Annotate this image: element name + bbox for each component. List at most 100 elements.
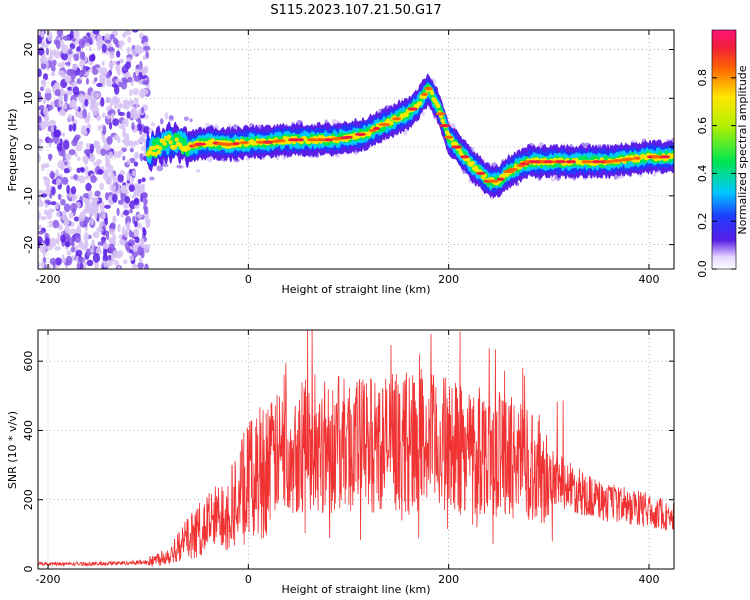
spectrogram-noise-cell <box>100 148 107 156</box>
spectrogram-noise-cell <box>55 211 61 217</box>
spectrogram-noise-cell <box>119 170 126 176</box>
spectrogram-noise-cell <box>126 172 131 181</box>
spectrogram-noise-cell <box>38 106 42 111</box>
spectrogram-noise-cell <box>91 208 99 213</box>
spectrogram-noise-cell <box>78 71 84 78</box>
spectrogram-peak-cell <box>624 157 634 161</box>
spectrogram-noise-cell <box>96 44 101 51</box>
spectrogram-noise-cell <box>142 132 148 138</box>
spectrogram-noise-cell <box>63 93 68 103</box>
spectrogram-noise-cell <box>71 196 76 202</box>
spectrogram-noise-cell <box>104 39 111 44</box>
spectrogram-noise-cell <box>92 30 100 35</box>
spectrogram-noise-cell <box>55 178 61 186</box>
spectrogram-noise-cell <box>52 84 56 94</box>
spectrogram-noise-cell <box>78 241 84 250</box>
spectrogram-noise-cell <box>93 161 101 167</box>
spectrogram-noise-cell <box>82 108 87 119</box>
spectrogram-noise-cell <box>109 33 115 40</box>
spectrogram-noise-cell <box>57 62 62 68</box>
spectrogram-peak-cell <box>372 126 381 131</box>
spectrogram-noise-cell <box>84 98 89 107</box>
spectrogram-peak-cell <box>378 123 391 127</box>
spectrogram-halo-cell <box>160 117 164 125</box>
spectrogram-noise-cell <box>44 177 51 187</box>
spectrogram-noise-cell <box>105 177 113 185</box>
colorbar-tick-label: 0.6 <box>696 117 709 135</box>
spectrogram-noise-cell <box>140 239 145 248</box>
spectrogram-noise-cell <box>132 244 137 253</box>
spectrogram-peak-cell <box>507 167 518 172</box>
spectrogram-y-tick-label: -20 <box>22 236 35 254</box>
spectrogram-noise-cell <box>61 176 69 185</box>
spectrogram-noise-cell <box>105 157 111 167</box>
spectrogram-noise-cell <box>83 239 89 250</box>
spectrogram-noise-cell <box>109 222 116 230</box>
spectrogram-ridge-cell <box>173 144 178 150</box>
colorbar: 0.0 0.2 0.4 0.6 0.8 Normalized spectral ampl… <box>696 29 749 278</box>
spectrogram-noise-cell <box>129 89 133 97</box>
spectrogram-noise-cell <box>112 250 120 257</box>
spectrogram-peak-cell <box>407 107 418 111</box>
spectrogram-noise-cell <box>129 147 134 153</box>
spectrogram-noise-cell <box>97 125 102 131</box>
spectrogram-noise-cell <box>57 70 66 77</box>
spectrogram-noise-cell <box>81 129 88 136</box>
spectrogram-noise-cell <box>131 263 138 269</box>
spectrogram-noise-cell <box>82 197 90 203</box>
spectrogram-noise-cell <box>143 244 149 253</box>
spectrogram-noise-cell <box>124 229 129 238</box>
spectrogram-noise-cell <box>129 208 133 214</box>
spectrogram-noise-cell <box>50 124 55 133</box>
spectrogram-noise-cell <box>60 198 66 206</box>
spectrogram-noise-cell <box>117 249 124 258</box>
spectrogram-noise-cell <box>73 216 80 222</box>
spectrogram-peak-cell <box>591 160 603 164</box>
spectrogram-noise-cell <box>101 43 107 53</box>
spectrogram-noise-cell <box>76 167 81 174</box>
spectrogram-noise-cell <box>54 246 61 251</box>
spectrogram-noise-cell <box>100 97 105 107</box>
spectrogram-noise-cell <box>73 30 80 39</box>
spectrogram-noise-cell <box>131 30 139 33</box>
spectrogram-peak-cell <box>611 159 623 163</box>
spectrogram-noise-cell <box>87 95 92 101</box>
spectrogram-noise-cell <box>142 80 149 86</box>
spectrogram-noise-cell <box>53 129 61 138</box>
spectrogram-halo-cell <box>195 169 201 173</box>
spectrogram-noise-cell <box>116 207 120 217</box>
spectrogram-noise-cell <box>134 220 138 228</box>
spectrogram-ridge-cell <box>671 154 674 159</box>
spectrogram-noise-cell <box>68 124 73 132</box>
spectrogram-noise-cell <box>40 30 44 38</box>
spectrogram-noise-cell <box>62 35 70 41</box>
spectrogram-noise-cell <box>139 135 145 143</box>
spectrogram-noise-cell <box>134 153 142 158</box>
spectrogram-noise-cell <box>42 96 47 105</box>
spectrogram-noise-cell <box>70 81 78 87</box>
spectrogram-peak-cell <box>421 92 428 96</box>
spectrogram-noise-cell <box>102 254 109 262</box>
spectrogram-noise-cell <box>84 42 91 47</box>
spectrogram-noise-cell <box>127 36 132 43</box>
spectrogram-noise-cell <box>94 92 101 99</box>
spectrogram-noise-cell <box>141 106 145 114</box>
spectrogram-noise-cell <box>122 32 127 39</box>
spectrogram-noise-cell <box>96 82 103 88</box>
spectrogram-noise-cell <box>108 151 114 159</box>
spectrogram-noise-cell <box>57 160 65 169</box>
spectrogram-noise-cell <box>107 259 114 267</box>
spectrogram-noise-cell <box>42 107 49 116</box>
spectrogram-noise-cell <box>77 156 81 162</box>
spectrogram-noise-cell <box>134 204 140 210</box>
spectrogram-noise-cell <box>61 132 66 138</box>
spectrogram-noise-cell <box>48 119 57 127</box>
chart-title: S115.2023.107.21.50.G17 <box>270 3 441 18</box>
spectrogram-noise-cell <box>87 111 91 122</box>
spectrogram-noise-cell <box>73 174 78 181</box>
spectrogram-noise-cell <box>112 233 116 242</box>
spectrogram-noise-cell <box>40 215 47 221</box>
spectrogram-noise-cell <box>139 152 144 162</box>
spectrogram-noise-cell <box>38 110 41 117</box>
